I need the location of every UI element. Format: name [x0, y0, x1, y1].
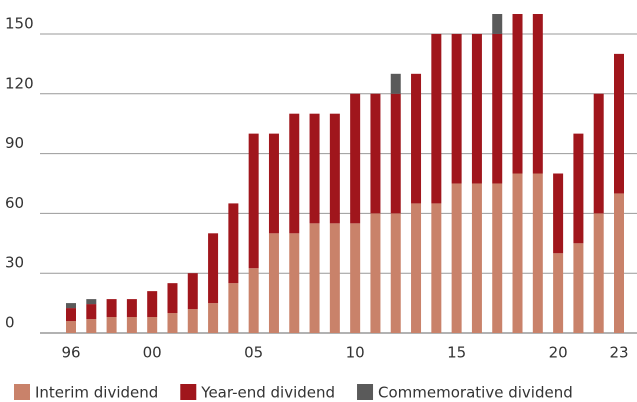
- bar-segment: [126, 299, 137, 318]
- bar-segment: [390, 213, 401, 333]
- legend-swatch: [14, 384, 30, 400]
- bar-segment: [451, 33, 462, 184]
- bar-segment: [309, 223, 320, 333]
- x-tick-label: 00: [143, 344, 162, 362]
- bar-segment: [248, 268, 259, 333]
- bar-segment: [187, 309, 198, 333]
- bar-segment: [411, 73, 422, 204]
- bar-segment: [553, 253, 564, 333]
- bar-segment: [86, 304, 97, 320]
- bar-segment: [614, 53, 624, 194]
- bar-segment: [329, 223, 340, 333]
- bar-segment: [451, 183, 462, 333]
- bar-segment: [86, 319, 97, 333]
- bar-segment: [553, 173, 564, 254]
- bar-segment: [370, 93, 381, 214]
- bar-segment: [268, 133, 279, 234]
- bar-segment: [492, 183, 503, 333]
- x-tick-label: 23: [609, 344, 628, 362]
- bar-segment: [329, 113, 340, 224]
- y-tick-label: 120: [5, 74, 34, 92]
- y-tick-label: 30: [5, 254, 24, 272]
- x-tick-label: 96: [61, 344, 80, 362]
- y-tick-label: 150: [5, 14, 34, 32]
- bar-segment: [248, 133, 259, 269]
- bar-segment: [573, 133, 584, 244]
- bar-segment: [208, 303, 219, 333]
- bar-segment: [289, 233, 300, 333]
- bar-segment: [147, 317, 158, 333]
- bar-segment: [471, 33, 482, 184]
- bar-segment: [512, 173, 523, 333]
- bar-segment: [66, 321, 76, 333]
- bar-segment: [411, 203, 422, 333]
- bar-segment: [350, 93, 361, 224]
- bar-segment: [106, 299, 117, 318]
- x-tick-label: 05: [244, 344, 263, 362]
- bar-segment: [126, 317, 137, 333]
- bar-segment: [573, 243, 584, 333]
- bar-segment: [593, 213, 604, 333]
- legend-swatch: [357, 384, 374, 400]
- bar-segment: [390, 73, 401, 94]
- bar-segment: [86, 299, 97, 305]
- bar-segment: [268, 233, 279, 333]
- y-tick-label: 0: [5, 314, 15, 332]
- bar-segment: [66, 308, 76, 322]
- bar-segment: [66, 303, 76, 309]
- bar-segment: [471, 183, 482, 333]
- y-tick-label: 90: [5, 134, 24, 152]
- x-tick-label: 15: [447, 344, 466, 362]
- bar-segment: [106, 317, 117, 333]
- bar-segment: [492, 33, 503, 184]
- x-tick-label: 20: [549, 344, 568, 362]
- bar-segment: [309, 113, 320, 224]
- legend-swatch: [180, 384, 197, 400]
- bar-segment: [228, 283, 239, 333]
- legend-label: Year-end dividend: [200, 384, 335, 402]
- bar-segment: [431, 33, 442, 204]
- bar-segment: [370, 213, 381, 333]
- bar-segment: [492, 14, 503, 34]
- bar-segment: [512, 14, 523, 174]
- bar-segment: [167, 283, 178, 314]
- bar-segment: [350, 223, 361, 333]
- bar-segment: [614, 193, 624, 333]
- bar-segment: [289, 113, 300, 234]
- bar-segment: [208, 233, 219, 304]
- bar-segment: [187, 273, 198, 310]
- bar-segment: [228, 203, 239, 284]
- bar-segment: [147, 291, 158, 318]
- bar-segment: [390, 93, 401, 214]
- bar-segment: [593, 93, 604, 214]
- bar-segment: [532, 14, 543, 174]
- y-tick-label: 60: [5, 194, 24, 212]
- legend-label: Commemorative dividend: [378, 384, 573, 402]
- x-tick-label: 10: [346, 344, 365, 362]
- bar-segment: [167, 313, 178, 333]
- legend-label: Interim dividend: [35, 384, 158, 402]
- bar-segment: [532, 173, 543, 333]
- bar-segment: [431, 203, 442, 333]
